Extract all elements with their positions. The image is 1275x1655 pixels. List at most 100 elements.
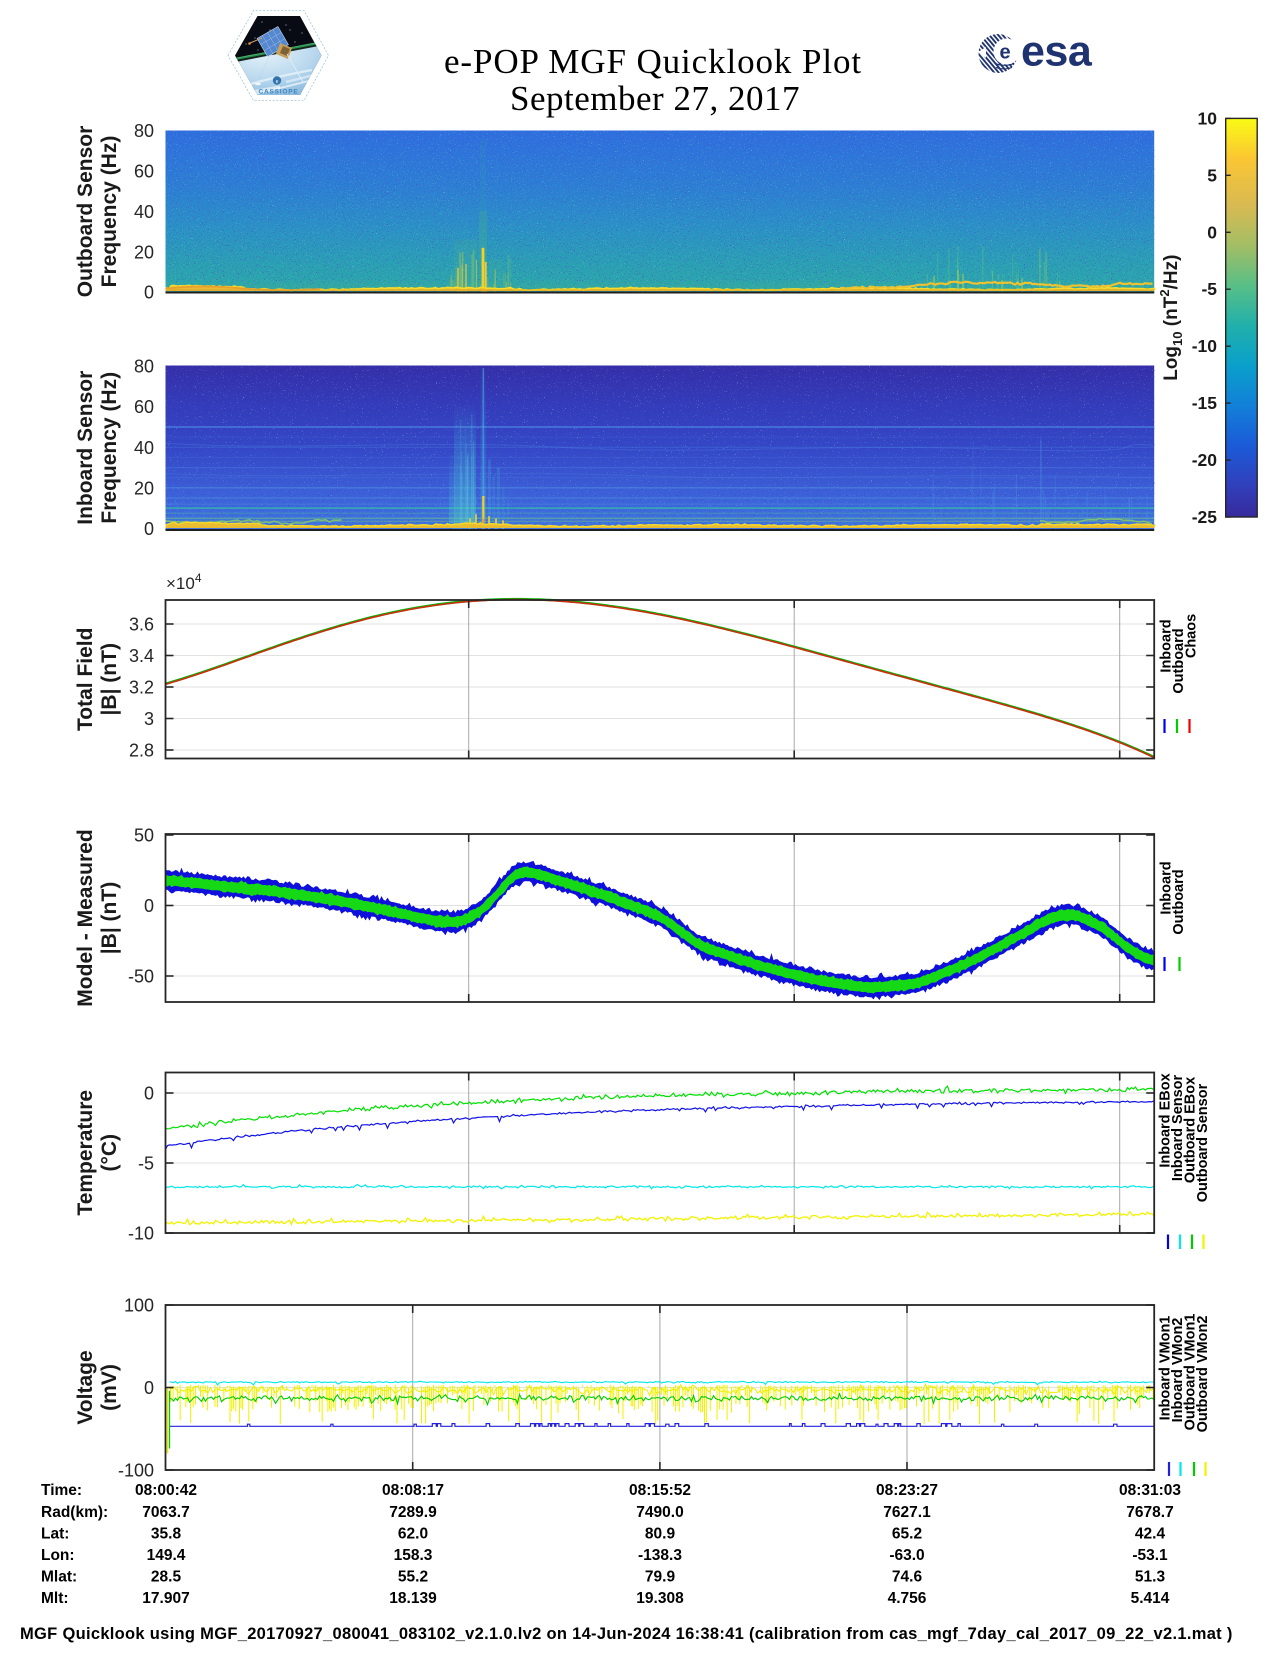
svg-text:Outboard: Outboard: [1171, 628, 1187, 693]
svg-text:19.308: 19.308: [636, 1590, 684, 1607]
svg-text:3.6: 3.6: [129, 615, 154, 635]
svg-text:esa: esa: [1021, 28, 1093, 76]
svg-text:-5: -5: [1201, 279, 1217, 299]
svg-text:-15: -15: [1192, 393, 1218, 413]
svg-text:40: 40: [134, 202, 154, 222]
svg-text:17.907: 17.907: [142, 1590, 189, 1607]
svg-text:Outboard VMon2: Outboard VMon2: [1195, 1316, 1211, 1433]
svg-text:80: 80: [134, 121, 154, 141]
svg-text:51.3: 51.3: [1135, 1569, 1166, 1586]
svg-text:Outboard EBox: Outboard EBox: [1183, 1077, 1199, 1183]
svg-text:74.6: 74.6: [892, 1569, 923, 1586]
svg-text:4.756: 4.756: [888, 1590, 927, 1607]
svg-text:20: 20: [134, 478, 154, 498]
svg-text:e: e: [276, 79, 279, 85]
svg-text:79.9: 79.9: [645, 1569, 676, 1586]
svg-text:40: 40: [134, 438, 154, 458]
svg-text:MGF Quicklook using MGF_201709: MGF Quicklook using MGF_20170927_080041_…: [20, 1625, 1233, 1643]
svg-text:3.2: 3.2: [129, 678, 154, 698]
svg-text:2.8: 2.8: [129, 741, 154, 761]
svg-text:7678.7: 7678.7: [1126, 1504, 1173, 1521]
svg-text:100: 100: [124, 1296, 154, 1316]
svg-text:×104: ×104: [166, 571, 202, 593]
svg-text:Time:: Time:: [41, 1482, 82, 1499]
svg-text:e-POP MGF Quicklook Plot: e-POP MGF Quicklook Plot: [444, 42, 862, 81]
svg-text:08:00:42: 08:00:42: [135, 1482, 197, 1499]
svg-text:158.3: 158.3: [394, 1547, 433, 1564]
svg-text:0: 0: [1207, 222, 1217, 242]
svg-text:-20: -20: [1192, 450, 1218, 470]
svg-text:Total Field: Total Field: [74, 628, 97, 731]
svg-text:20: 20: [134, 242, 154, 262]
svg-text:5: 5: [1207, 165, 1217, 185]
svg-text:Outboard Sensor: Outboard Sensor: [74, 126, 97, 298]
svg-text:7627.1: 7627.1: [883, 1504, 931, 1521]
svg-text:3: 3: [144, 709, 154, 729]
svg-text:e: e: [1000, 42, 1011, 64]
svg-text:08:08:17: 08:08:17: [382, 1482, 444, 1499]
svg-text:60: 60: [134, 162, 154, 182]
svg-text:-25: -25: [1192, 507, 1218, 527]
svg-text:Model - Measured: Model - Measured: [74, 829, 97, 1006]
svg-text:September 27, 2017: September 27, 2017: [510, 79, 800, 118]
svg-text:08:15:52: 08:15:52: [629, 1482, 691, 1499]
svg-text:80: 80: [134, 357, 154, 377]
svg-text:149.4: 149.4: [147, 1547, 186, 1564]
svg-text:42.4: 42.4: [1135, 1526, 1166, 1543]
svg-text:35.8: 35.8: [151, 1526, 182, 1543]
svg-text:Frequency (Hz): Frequency (Hz): [98, 372, 121, 524]
svg-text:08:23:27: 08:23:27: [876, 1482, 938, 1499]
svg-text:Inboard EBox: Inboard EBox: [1158, 1073, 1174, 1167]
svg-text:Inboard Sensor: Inboard Sensor: [1170, 1074, 1186, 1181]
svg-text:7289.9: 7289.9: [389, 1504, 437, 1521]
svg-text:62.0: 62.0: [398, 1526, 428, 1543]
svg-text:-53.1: -53.1: [1132, 1547, 1168, 1564]
svg-text:Lon:: Lon:: [41, 1547, 75, 1564]
svg-text:(°C): (°C): [98, 1134, 121, 1172]
svg-text:0: 0: [144, 1378, 154, 1398]
svg-text:Chaos: Chaos: [1184, 614, 1200, 658]
svg-text:0: 0: [144, 896, 154, 916]
svg-text:|B| (nT): |B| (nT): [98, 643, 121, 715]
svg-text:Inboard VMon2: Inboard VMon2: [1170, 1318, 1186, 1423]
svg-text:CASSIOPE: CASSIOPE: [259, 89, 299, 96]
svg-text:(mV): (mV): [98, 1364, 121, 1411]
svg-text:3.4: 3.4: [129, 646, 154, 666]
svg-text:10: 10: [1198, 108, 1218, 128]
svg-text:50: 50: [134, 826, 154, 846]
svg-text:0: 0: [144, 519, 154, 539]
svg-text:Outboard Sensor: Outboard Sensor: [1195, 1083, 1211, 1202]
svg-text:7063.7: 7063.7: [142, 1504, 189, 1521]
svg-text:5.414: 5.414: [1131, 1590, 1170, 1607]
svg-text:0: 0: [144, 283, 154, 303]
svg-text:08:31:03: 08:31:03: [1119, 1482, 1181, 1499]
svg-text:Frequency (Hz): Frequency (Hz): [98, 136, 121, 288]
svg-text:Lat:: Lat:: [41, 1526, 69, 1543]
svg-text:80.9: 80.9: [645, 1526, 676, 1543]
svg-text:-10: -10: [128, 1224, 154, 1244]
svg-text:Log10 (nT2/Hz): Log10 (nT2/Hz): [1157, 255, 1185, 381]
svg-text:-5: -5: [138, 1154, 154, 1174]
svg-text:Outboard: Outboard: [1171, 869, 1187, 934]
svg-text:-100: -100: [118, 1461, 154, 1481]
svg-text:-63.0: -63.0: [889, 1547, 924, 1564]
svg-text:55.2: 55.2: [398, 1569, 428, 1586]
svg-text:60: 60: [134, 397, 154, 417]
svg-text:28.5: 28.5: [151, 1569, 182, 1586]
svg-text:Rad(km):: Rad(km):: [41, 1504, 108, 1521]
svg-text:|B| (nT): |B| (nT): [98, 882, 121, 954]
svg-text:-10: -10: [1192, 336, 1218, 356]
svg-text:65.2: 65.2: [892, 1526, 922, 1543]
svg-text:Mlt:: Mlt:: [41, 1590, 69, 1607]
svg-text:-138.3: -138.3: [638, 1547, 682, 1564]
svg-text:Inboard: Inboard: [1159, 861, 1175, 914]
svg-text:18.139: 18.139: [389, 1590, 437, 1607]
svg-text:Outboard VMon1: Outboard VMon1: [1183, 1314, 1199, 1431]
svg-text:0: 0: [144, 1084, 154, 1104]
svg-text:Inboard Sensor: Inboard Sensor: [74, 371, 97, 525]
svg-text:-50: -50: [128, 967, 154, 987]
svg-text:Inboard: Inboard: [1159, 619, 1175, 672]
svg-text:Inboard VMon1: Inboard VMon1: [1158, 1316, 1174, 1421]
svg-text:Voltage: Voltage: [74, 1350, 97, 1424]
svg-text:7490.0: 7490.0: [636, 1504, 683, 1521]
